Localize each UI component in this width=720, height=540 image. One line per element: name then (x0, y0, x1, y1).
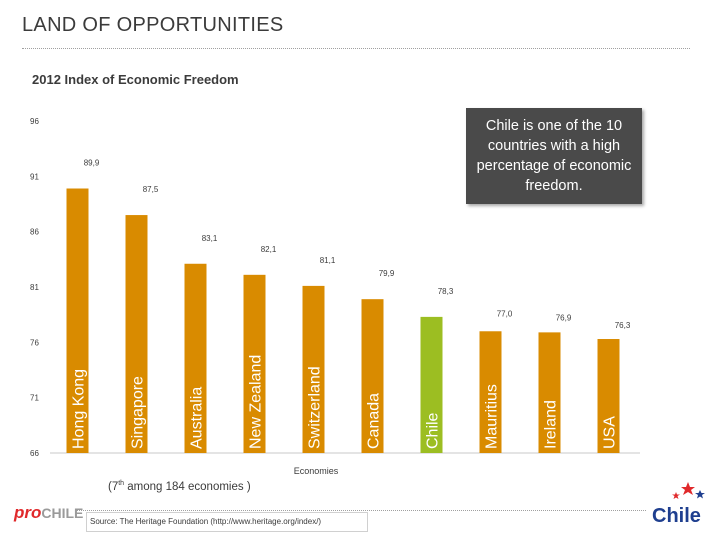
bar-value-label: 78,3 (438, 287, 454, 296)
category-label: Canada (366, 393, 383, 449)
title-divider (22, 48, 690, 49)
prochile-logo: proCHILE (14, 503, 83, 523)
bar (361, 299, 384, 453)
rank-note: (7th among 184 economies ) (108, 480, 251, 493)
rank-superscript: th (118, 480, 125, 487)
category-label: New Zealand (248, 355, 265, 449)
logo-text: Chile (652, 505, 701, 526)
page-title: LAND OF OPPORTUNITIES (22, 14, 284, 36)
bar (243, 274, 266, 453)
category-label: Australia (189, 387, 206, 449)
logo-star-red (681, 482, 695, 495)
y-tick-label: 86 (30, 228, 39, 237)
bar (302, 285, 325, 453)
bar (597, 339, 620, 453)
prochile-chile: CHILE (41, 505, 84, 521)
category-label: Singapore (130, 376, 147, 449)
category-label: Hong Kong (71, 369, 88, 449)
category-label: Switzerland (307, 366, 324, 449)
chile-brand-logo: Chile (652, 482, 705, 526)
x-axis-title: Economies (294, 466, 339, 476)
category-label: Mauritius (484, 384, 501, 449)
y-tick-label: 96 (30, 117, 39, 126)
logo-star-small (672, 492, 680, 499)
y-tick-label: 71 (30, 394, 39, 403)
bar-value-label: 76,9 (556, 313, 572, 322)
bar (420, 316, 443, 453)
source-box (86, 512, 368, 532)
rank-prefix: (7 (108, 480, 119, 493)
logo-star-blue (695, 490, 705, 499)
bar-value-label: 79,9 (379, 269, 395, 278)
bar-value-label: 76,3 (615, 321, 631, 330)
callout-box: Chile is one of the 10 countries with a … (466, 108, 642, 204)
rank-suffix: among 184 economies ) (124, 480, 251, 493)
y-tick-label: 66 (30, 449, 39, 458)
bar-value-label: 81,1 (320, 256, 336, 265)
bar-value-label: 89,9 (84, 159, 100, 168)
bar (66, 188, 89, 454)
bar-value-label: 77,0 (497, 309, 513, 318)
source-text: Source: The Heritage Foundation (http://… (90, 517, 322, 526)
bar (125, 215, 148, 453)
bar-value-label: 87,5 (143, 185, 159, 194)
bar-value-label: 82,1 (261, 245, 277, 254)
category-label: Chile (425, 412, 442, 449)
y-tick-label: 81 (30, 283, 39, 292)
bar-value-label: 83,1 (202, 234, 218, 243)
chart-title: 2012 Index of Economic Freedom (32, 72, 239, 87)
y-tick-label: 91 (30, 172, 39, 181)
y-tick-label: 76 (30, 338, 39, 347)
callout-text: Chile is one of the 10 countries with a … (476, 118, 632, 194)
footer-divider (76, 510, 646, 511)
prochile-pro: pro (14, 503, 42, 522)
category-label: USA (602, 416, 619, 449)
bar (184, 263, 207, 453)
bar (538, 332, 561, 453)
bar (479, 331, 502, 453)
category-label: Ireland (543, 400, 560, 449)
